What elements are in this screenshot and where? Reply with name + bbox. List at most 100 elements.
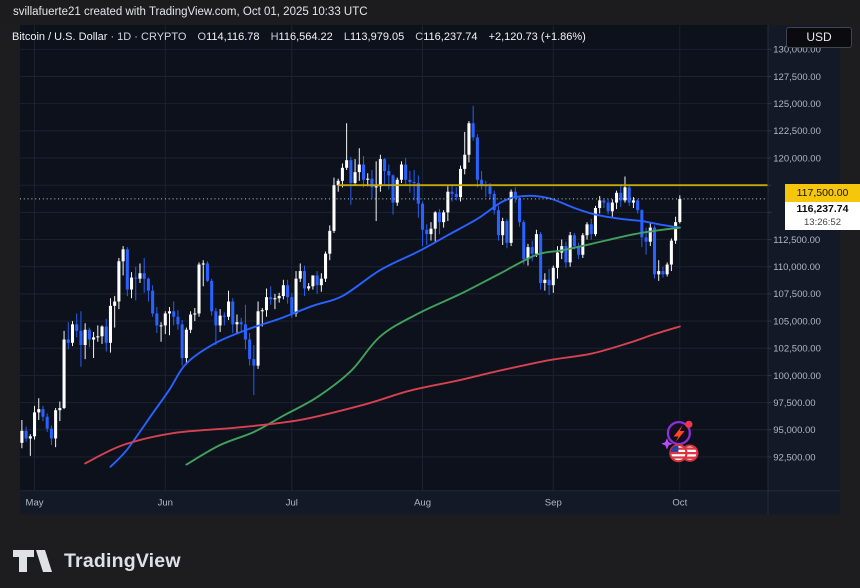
chart-pane[interactable]: May Jun Jul Aug Sep Oct 130,000.00 127,500.00 12… [0,25,860,538]
candle-body [361,164,366,180]
candle-body [146,278,150,291]
candle-body [425,229,429,235]
price-axis-label[interactable]: 120,000.00 [773,153,821,164]
ma-line-ma-200[interactable] [84,325,681,465]
tradingview-logo[interactable]: TradingView [13,549,181,573]
candle-body [598,200,602,209]
candle-body [433,212,437,229]
candle-body [193,313,197,315]
price-axis-label[interactable]: 107,500.00 [773,289,821,300]
candle-body [661,271,665,275]
candle-body [87,329,91,340]
price-axis-label[interactable]: 112,500.00 [773,235,820,246]
price-axis-label[interactable]: 102,500.00 [773,344,821,355]
candle-body [505,221,509,243]
candle-body [125,249,129,290]
candle-body [218,315,222,326]
price-axis-label[interactable]: 97,500.00 [773,398,815,409]
time-axis-label[interactable]: Aug [414,498,431,509]
candle-body [248,339,252,360]
candle-body [163,313,167,326]
symbol-legend[interactable]: Bitcoin / U.S. Dollar · 1D · CRYPTO O114… [12,31,586,43]
candle-body [450,191,454,194]
candle-body [24,430,28,439]
ohlc-open: O114,116.78 [197,31,260,43]
candle-body [492,193,496,211]
candle-body [92,337,96,340]
ma-line-ma-50[interactable] [109,194,681,468]
candle-body [589,224,593,235]
price-axis-label[interactable]: 127,500.00 [773,72,821,83]
ohlc-low: L113,979.05 [343,31,405,43]
candle-body [522,222,526,260]
candle-body [416,183,420,204]
chart-region: May Jun Jul Aug Sep Oct 130,000.00 127,500.00 12… [0,25,860,538]
candle-body [121,249,125,262]
candle-body [66,339,70,343]
price-axis-label[interactable]: 100,000.00 [773,371,821,382]
candle-body [442,212,446,223]
candle-body [269,297,273,300]
candle-body [636,200,640,211]
candle-body [404,164,408,180]
candle-body [130,277,134,290]
candle-body [496,210,500,236]
time-axis-label[interactable]: Jun [158,498,173,509]
price-axis-label[interactable]: 122,500.00 [773,126,821,137]
candle-body [155,313,159,326]
candle-body [286,285,290,298]
symbol-title[interactable]: Bitcoin / U.S. Dollar [12,31,108,43]
tradingview-logo-mark [13,550,52,572]
candle-body [412,181,416,184]
candle-body [678,198,682,222]
candle-body [471,123,475,138]
candle-body [104,326,108,343]
candle-body [560,246,564,253]
candle-body [610,202,614,212]
change-value: +2,120.73 (+1.86%) [488,31,586,43]
candle-body [189,314,193,330]
candle-body [652,227,657,275]
candle-body [243,324,247,340]
candle-body [674,222,678,241]
price-axis-label[interactable]: 110,000.00 [773,262,820,273]
us-flags-icon[interactable] [669,443,699,463]
time-axis-label[interactable]: Sep [545,498,562,509]
candle-body [332,185,336,231]
candle-body [340,167,344,181]
candle-body [58,408,62,411]
ohlc-close: C116,237.74 [415,31,478,43]
currency-toggle-button[interactable]: USD [786,27,852,48]
interval-label[interactable]: 1D [117,31,132,43]
candle-body [45,416,49,429]
candle-body [631,200,635,203]
boost-lightning-icon[interactable] [661,420,693,450]
candle-body [70,324,75,343]
candle-body [264,297,269,311]
candle-body [113,301,117,306]
time-axis-label[interactable]: Jul [286,498,298,509]
candle-body [539,234,543,284]
candle-body [619,192,623,201]
time-axis-label[interactable]: May [26,498,44,509]
candle-body [138,273,142,279]
candle-body [290,297,294,314]
candle-body [657,271,661,275]
candle-body [437,212,441,223]
price-axis-label[interactable]: 130,000.00 [773,45,821,56]
candle-body [366,178,370,180]
candle-body [526,247,530,260]
price-axis-label[interactable]: 105,000.00 [773,316,821,327]
candle-body [231,301,235,325]
price-axis-label[interactable]: 95,000.00 [773,425,815,436]
candle-body [593,208,597,235]
candle-body [307,286,311,289]
candle-body [49,428,53,439]
time-axis-label[interactable]: Oct [672,498,687,509]
price-axis-label[interactable]: 125,000.00 [773,99,821,110]
candle-body [281,285,285,297]
candle-body [387,171,391,176]
candle-body [547,279,551,286]
candle-body [602,200,606,203]
price-axis-label[interactable]: 92,500.00 [773,452,815,463]
